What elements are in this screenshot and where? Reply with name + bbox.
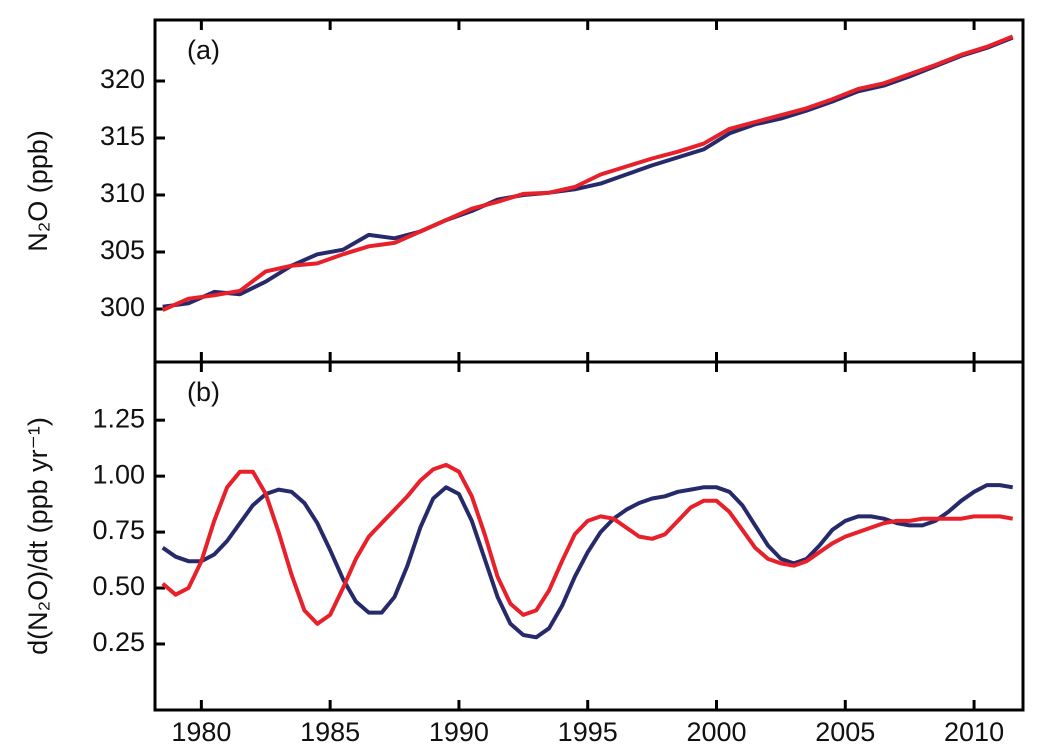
y-tick-label: 315 [100, 121, 145, 151]
series-line [161, 462, 1014, 626]
series-line [161, 483, 1014, 640]
panel-label: (b) [187, 377, 220, 407]
series-line [162, 35, 1014, 309]
panel-label: (a) [187, 35, 220, 65]
y-tick-label: 1.00 [92, 459, 145, 489]
series-line [161, 34, 1014, 312]
x-tick-label: 1980 [171, 717, 231, 747]
y-axis-title: N₂O (ppb) [23, 130, 53, 252]
x-tick-label: 1985 [300, 717, 360, 747]
y-tick-label: 300 [100, 292, 145, 322]
plot-frame [153, 360, 1025, 712]
plot-frame [153, 18, 1025, 364]
y-axis-title: d(N₂O)/dt (ppb yr⁻¹) [23, 417, 53, 655]
x-tick-label: 1995 [558, 717, 618, 747]
y-tick-label: 305 [100, 235, 145, 265]
x-tick-label: 2005 [815, 717, 875, 747]
y-tick-label: 0.50 [92, 571, 145, 601]
x-tick-label: 1990 [429, 717, 489, 747]
y-tick-label: 320 [100, 64, 145, 94]
y-tick-label: 310 [100, 178, 145, 208]
y-tick-label: 0.25 [92, 627, 145, 657]
y-tick-label: 0.75 [92, 515, 145, 545]
x-tick-label: 2000 [686, 717, 746, 747]
x-tick-label: 2010 [944, 717, 1004, 747]
y-tick-label: 1.25 [92, 403, 145, 433]
